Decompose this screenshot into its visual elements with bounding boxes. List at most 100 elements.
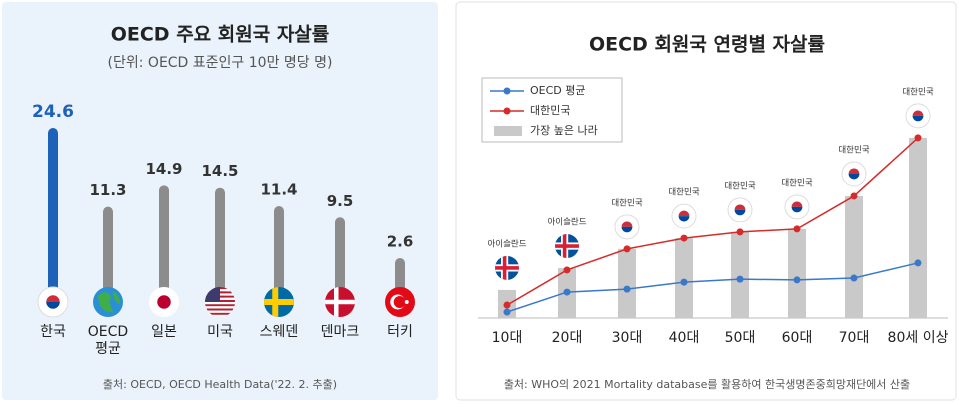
annotation: 아이슬란드 bbox=[547, 217, 586, 228]
flag-outline bbox=[671, 203, 697, 229]
legend-label: 대한민국 bbox=[530, 104, 570, 117]
annotation: 대한민국 bbox=[611, 197, 642, 208]
legend-label: 가장 높은 나라 bbox=[530, 124, 598, 137]
flag-denmark bbox=[325, 287, 355, 317]
annotation: 대한민국 bbox=[781, 177, 812, 188]
bar bbox=[845, 195, 863, 318]
x-tick-label: 80세 이상 bbox=[888, 330, 949, 346]
flag-cross bbox=[555, 244, 579, 248]
point bbox=[623, 285, 631, 293]
bar bbox=[675, 238, 693, 318]
point bbox=[736, 275, 744, 283]
x-tick-label: 10대 bbox=[492, 330, 523, 346]
flag-land bbox=[97, 291, 120, 313]
flag-korea-red bbox=[912, 110, 924, 116]
value-label: 9.5 bbox=[327, 192, 354, 210]
flag-korea-blue bbox=[791, 206, 803, 213]
annotation: 대한민국 bbox=[838, 144, 869, 155]
point bbox=[623, 245, 631, 253]
flag-cross bbox=[272, 287, 279, 317]
category-label: 터키 bbox=[387, 324, 413, 340]
flag-cross bbox=[334, 287, 339, 317]
legend-marker bbox=[503, 87, 511, 95]
value-label: 11.3 bbox=[89, 181, 126, 199]
flag-outline bbox=[37, 286, 69, 318]
flag-korea-blue bbox=[678, 216, 690, 222]
flag-sweden bbox=[264, 287, 294, 317]
chart-subtitle: (단위: OECD 표준인구 10만 명당 명) bbox=[108, 55, 333, 71]
flag-korea-red bbox=[791, 201, 803, 207]
flag-outline bbox=[905, 103, 931, 129]
point bbox=[680, 234, 688, 242]
x-tick-label: 30대 bbox=[612, 330, 643, 346]
bar bbox=[215, 187, 225, 300]
flag-cross bbox=[495, 266, 519, 270]
source: 출처: WHO의 2021 Mortality database를 활용하여 한… bbox=[504, 377, 910, 391]
source: 출처: OECD, OECD Health Data('22. 2. 추출) bbox=[103, 378, 337, 391]
flag-outline bbox=[727, 197, 753, 223]
point bbox=[563, 288, 571, 296]
flag-korea-blue bbox=[912, 115, 924, 122]
chart-title: OECD 회원국 연령별 자살률 bbox=[589, 34, 825, 56]
flag-korea-blue bbox=[621, 226, 633, 233]
line bbox=[506, 262, 919, 313]
flag-cross bbox=[502, 255, 507, 280]
flag-stripe bbox=[205, 314, 235, 317]
flag-iceland bbox=[495, 255, 519, 280]
flag-korea-blue bbox=[734, 209, 746, 216]
bar bbox=[909, 137, 927, 318]
x-tick-label: 70대 bbox=[839, 330, 870, 346]
annotation: 대한민국 bbox=[668, 187, 699, 198]
flag-korea-red bbox=[734, 204, 746, 210]
flag-stripe bbox=[205, 312, 235, 315]
value-label: 2.6 bbox=[387, 233, 414, 251]
annotation: 아이슬란드 bbox=[487, 238, 526, 249]
point bbox=[850, 192, 858, 200]
category-label: 스웨덴 bbox=[259, 324, 299, 340]
flag-usa bbox=[205, 287, 235, 317]
flag-iceland bbox=[555, 234, 579, 259]
bar bbox=[103, 206, 113, 300]
flag-cross bbox=[325, 299, 355, 305]
x-tick-label: 20대 bbox=[552, 330, 583, 346]
x-tick-label: 60대 bbox=[782, 330, 813, 346]
flag-korea-red bbox=[678, 210, 690, 217]
flag-stripe bbox=[205, 306, 235, 309]
flag-outline bbox=[614, 214, 640, 240]
category-label: OECD 평균 bbox=[87, 324, 129, 357]
flag-korea-red bbox=[46, 295, 60, 302]
flag-cross bbox=[264, 299, 294, 305]
annotation: 대한민국 bbox=[724, 180, 755, 191]
flag-korea-red bbox=[848, 168, 860, 174]
bar bbox=[731, 231, 749, 318]
bar bbox=[159, 185, 169, 300]
legend-swatch bbox=[494, 126, 522, 136]
flag-outline bbox=[841, 161, 867, 187]
flag-moon-cut bbox=[393, 296, 406, 308]
point bbox=[736, 228, 744, 236]
x-tick-label: 50대 bbox=[725, 330, 756, 346]
flag-cross bbox=[562, 234, 567, 259]
point bbox=[793, 225, 801, 233]
flag-outline bbox=[784, 194, 810, 220]
x-tick-label: 40대 bbox=[669, 330, 700, 346]
legend-label: OECD 평균 bbox=[530, 84, 586, 97]
category-label: 한국 bbox=[40, 324, 66, 340]
flag-korea-blue bbox=[848, 173, 860, 180]
point bbox=[563, 266, 571, 274]
category-label: 일본 bbox=[151, 324, 177, 340]
point bbox=[793, 276, 801, 284]
flag-japan-sun bbox=[157, 295, 171, 309]
bar bbox=[48, 128, 58, 300]
point bbox=[914, 259, 922, 267]
value-label: 14.9 bbox=[145, 160, 182, 178]
category-label: 미국 bbox=[207, 324, 233, 340]
flag-star bbox=[404, 300, 409, 304]
point bbox=[680, 278, 688, 286]
point bbox=[503, 308, 511, 316]
bar bbox=[788, 228, 806, 318]
bar bbox=[335, 217, 345, 300]
category-label: 덴마크 bbox=[320, 324, 360, 340]
flag-korea-red bbox=[621, 221, 633, 227]
